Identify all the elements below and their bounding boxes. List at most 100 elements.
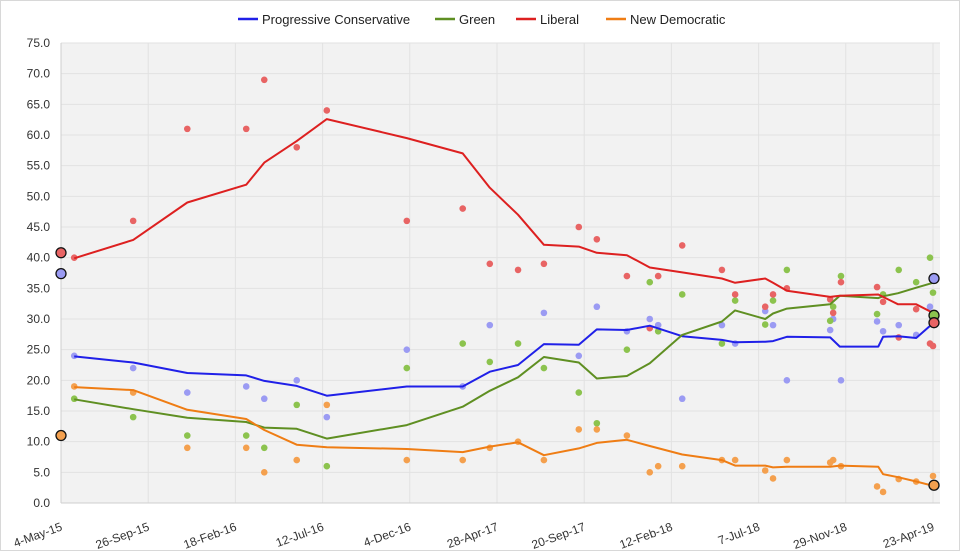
green-poll-point [646,278,654,286]
y-tick-label: 20.0 [27,373,51,387]
liberal-poll-point [731,291,739,298]
green-poll-point [293,401,301,409]
green-poll-point [403,364,411,372]
green-poll-point [926,254,934,261]
new-democratic-trend-line [74,386,934,487]
progressive-conservative-poll-point [926,303,934,311]
new-democratic-poll-point [260,469,268,476]
trend-lines [73,118,934,487]
progressive-conservative-poll-point [260,395,268,403]
x-tick-label: 18-Feb-16 [182,520,239,551]
progressive-conservative-poll-point [769,321,777,329]
plot-area [61,43,940,503]
liberal-poll-point [654,272,662,280]
progressive-conservative-poll-point [183,389,191,396]
green-poll-point [593,419,601,427]
progressive-conservative-poll-point [783,377,791,384]
new-democratic-start-marker [55,429,67,442]
progressive-conservative-poll-point [593,303,601,311]
liberal-poll-point [678,242,686,249]
liberal-poll-point [761,303,769,311]
endpoint-markers [55,247,940,491]
legend: Progressive Conservative Green Liberal New … [238,12,726,27]
liberal-poll-point [323,107,331,114]
new-democratic-poll-point [593,426,601,433]
progressive-conservative-poll-point [575,352,583,360]
new-democratic-poll-point [829,456,837,464]
green-legend-label: Green [459,12,495,27]
liberal-poll-point [540,260,548,268]
progressive-conservative-poll-point [718,321,726,329]
liberal-poll-point [403,217,411,225]
x-tick-label: 23-Apr-19 [881,520,936,551]
y-tick-label: 0.0 [33,496,50,510]
liberal-poll-point [929,342,937,350]
green-poll-point [829,303,837,311]
green-poll-point [783,266,791,274]
liberal-start-marker [55,247,67,259]
x-tick-label: 29-Nov-18 [791,520,849,551]
progressive-conservative-poll-point [646,315,654,323]
liberal-poll-point [718,266,726,274]
liberal-poll-point [623,272,631,280]
progressive-conservative-poll-point [540,309,548,317]
progressive-conservative-poll-point [403,346,411,353]
progressive-conservative-legend-label: Progressive Conservative [262,12,410,27]
progressive-conservative-poll-point [129,364,137,372]
new-democratic-poll-point [873,483,881,490]
green-poll-point [873,310,881,318]
green-poll-point [912,278,920,286]
progressive-conservative-poll-point [323,413,331,421]
y-tick-label: 45.0 [27,220,51,234]
new-democratic-poll-point [575,426,583,433]
y-tick-label: 35.0 [27,281,51,295]
y-tick-label: 55.0 [27,159,51,173]
green-poll-point [575,389,583,396]
liberal-poll-point [769,291,777,298]
new-democratic-poll-point [183,444,191,452]
x-tick-label: 28-Apr-17 [445,520,500,551]
green-poll-point [761,321,769,328]
x-tick-label: 4-May-15 [12,520,65,551]
liberal-poll-point [183,125,191,133]
x-tick-label: 26-Sep-15 [94,520,152,551]
x-tick-label: 20-Sep-17 [530,520,588,551]
green-poll-point [826,317,834,325]
liberal-poll-point [575,223,583,231]
new-democratic-poll-point [540,456,548,464]
y-tick-label: 40.0 [27,251,51,265]
x-tick-label: 7-Jul-18 [716,520,762,548]
green-poll-point [895,266,903,274]
liberal-poll-point [459,205,467,212]
green-poll-point [514,340,522,347]
green-poll-point [837,272,845,280]
y-tick-label: 70.0 [27,67,51,81]
progressive-conservative-start-marker [55,267,67,280]
new-democratic-poll-point [731,456,739,464]
new-democratic-poll-point [879,488,887,496]
liberal-poll-point [829,309,837,317]
progressive-conservative-poll-point [654,321,662,329]
new-democratic-poll-point [459,456,467,464]
y-tick-label: 5.0 [33,465,50,479]
new-democratic-poll-point [761,467,769,474]
liberal-poll-point [837,278,845,286]
progressive-conservative-poll-point [879,327,887,335]
progressive-conservative-trend-line [74,322,934,397]
liberal-poll-point [242,125,250,133]
liberal-poll-point [912,305,920,313]
new-democratic-poll-point [929,472,937,480]
y-tick-label: 60.0 [27,128,51,142]
new-democratic-poll-point [769,475,777,482]
y-axis-ticks: 0.0 5.0 10.0 15.0 20.0 25.0 30.0 35.0 40.0 45.0 50… [27,36,51,510]
liberal-poll-point [260,76,268,84]
green-trend-line [74,281,934,440]
new-democratic-poll-point [654,462,662,470]
gridlines [60,42,940,504]
green-poll-point [540,364,548,372]
new-democratic-poll-point [403,456,411,464]
green-poll-point [323,462,331,470]
green-poll-point [929,289,937,296]
liberal-poll-point [873,283,881,291]
